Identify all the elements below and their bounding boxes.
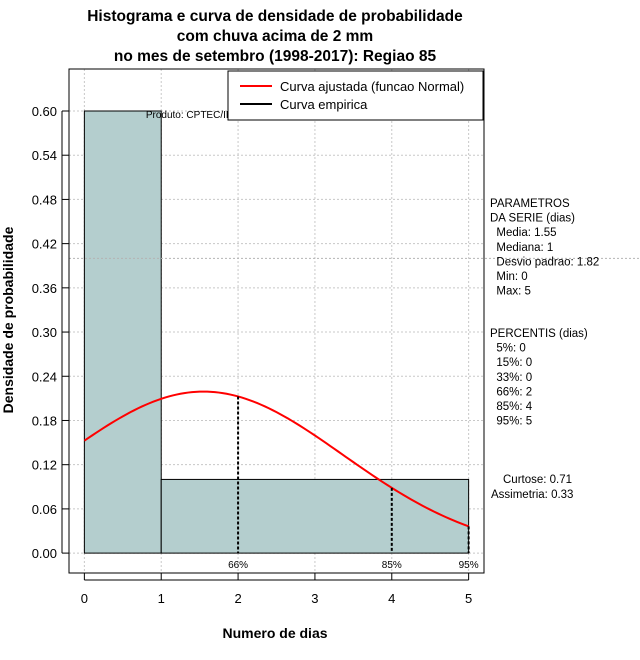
parameter-line: Min: 0	[490, 271, 528, 283]
legend-label-empirical: Curva empirica	[280, 97, 368, 112]
y-tick-label: 0.06	[32, 502, 57, 517]
x-tick-label: 4	[388, 591, 395, 606]
percentile-line-text: 15%: 0	[490, 357, 532, 369]
statistics-panel: PARAMETROS DA SERIE (dias) Media: 1.55 Me…	[490, 198, 599, 501]
curtose-text: Curtose: 0.71	[503, 474, 572, 486]
fitted-curve	[83, 390, 469, 528]
x-tick-label: 3	[311, 591, 318, 606]
y-tick-label: 0.12	[32, 458, 57, 473]
fitted-curve-line	[83, 390, 469, 528]
legend-box	[227, 70, 484, 121]
histogram-bar	[160, 478, 470, 554]
x-axis: 0 1 2 3 4 5	[81, 573, 472, 606]
x-tick-label: 1	[158, 591, 165, 606]
y-axis: 0.00 0.06 0.12 0.18 0.24 0.30 0.36 0.42 0.48 0.54…	[32, 104, 69, 561]
assimetria-text: Assimetria: 0.33	[491, 489, 573, 501]
product-label: Produto: CPTEC/INPE	[146, 110, 247, 121]
parameters-block: PARAMETROS DA SERIE (dias) Media: 1.55 Me…	[490, 198, 599, 298]
percentiles-block: PERCENTIS (dias) 5%: 0 15%: 0 33%: 0 66%…	[490, 328, 588, 428]
title-line-2: com chuva acima de 2 mm	[177, 28, 373, 45]
parameter-line: Mediana: 1	[490, 242, 553, 254]
chart-title: Histograma e curva de densidade de proba…	[87, 8, 463, 65]
percentile-line-text: 33%: 0	[490, 372, 532, 384]
parameter-line: Desvio padrao: 1.82	[490, 256, 599, 268]
title-line-3: no mes de setembro (1998-2017): Regiao 8…	[114, 48, 437, 65]
percentile-line-text: 95%: 5	[490, 416, 532, 428]
parameter-line: PARAMETROS	[490, 198, 570, 210]
percentile-label: 66%	[228, 560, 248, 571]
x-axis-label: Numero de dias	[222, 625, 327, 641]
x-tick-label: 0	[81, 591, 88, 606]
y-tick-label: 0.42	[32, 237, 57, 252]
percentile-label: 85%	[382, 560, 402, 571]
y-tick-label: 0.00	[32, 546, 57, 561]
y-tick-label: 0.54	[32, 148, 57, 163]
legend: Curva ajustada (funcao Normal) Curva emp…	[227, 70, 484, 121]
y-tick-label: 0.18	[32, 413, 57, 428]
histogram-bar	[83, 110, 162, 554]
x-tick-label: 5	[465, 591, 472, 606]
y-tick-label: 0.30	[32, 325, 57, 340]
y-tick-label: 0.48	[32, 192, 57, 207]
percentile-label: 95%	[459, 560, 479, 571]
title-line-1: Histograma e curva de densidade de proba…	[87, 8, 463, 25]
histogram-bars	[83, 110, 470, 554]
percentile-line-text: 85%: 4	[490, 401, 533, 413]
y-tick-label: 0.36	[32, 281, 57, 296]
parameter-line: Max: 5	[490, 286, 531, 298]
plot-frame	[68, 68, 485, 574]
percentile-line-text: 66%: 2	[490, 386, 532, 398]
parameter-line: Media: 1.55	[490, 227, 556, 239]
y-tick-label: 0.24	[32, 369, 57, 384]
percentile-line-text: PERCENTIS (dias)	[490, 328, 588, 340]
x-tick-label: 2	[234, 591, 241, 606]
y-axis-label: Densidade de probabilidade	[0, 226, 16, 413]
percentile-line-text: 5%: 0	[490, 343, 526, 355]
y-tick-label: 0.60	[32, 104, 57, 119]
percentile-markers: 66% 85% 95%	[228, 396, 479, 571]
parameter-line: DA SERIE (dias)	[490, 213, 575, 225]
legend-label-fitted: Curva ajustada (funcao Normal)	[280, 79, 464, 94]
